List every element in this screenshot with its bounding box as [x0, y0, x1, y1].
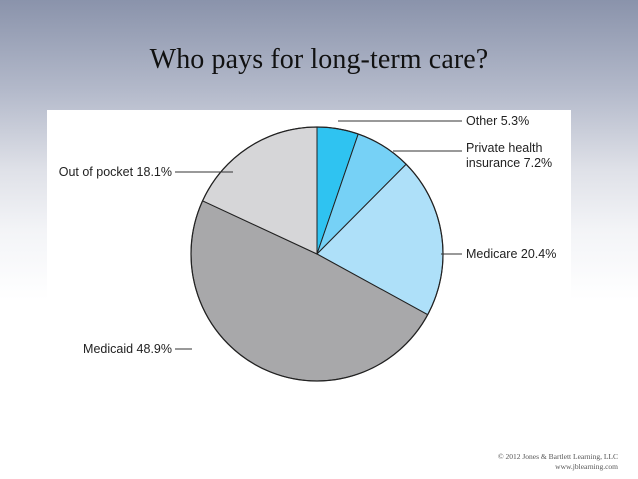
slide-title: Who pays for long-term care?: [149, 44, 489, 75]
slice-label-private-health-insurance: Private health insurance 7.2%: [466, 141, 552, 170]
slice-label-out-of-pocket: Out of pocket 18.1%: [59, 165, 172, 179]
copyright-line-1: © 2012 Jones & Bartlett Learning, LLC: [497, 452, 618, 461]
slice-label-medicare: Medicare 20.4%: [466, 247, 556, 261]
copyright-notice: © 2012 Jones & Bartlett Learning, LLC ww…: [498, 452, 618, 472]
slice-label-other: Other 5.3%: [466, 114, 529, 128]
copyright-line-2: www.jblearning.com: [555, 462, 618, 471]
slice-label-medicaid: Medicaid 48.9%: [83, 342, 172, 356]
